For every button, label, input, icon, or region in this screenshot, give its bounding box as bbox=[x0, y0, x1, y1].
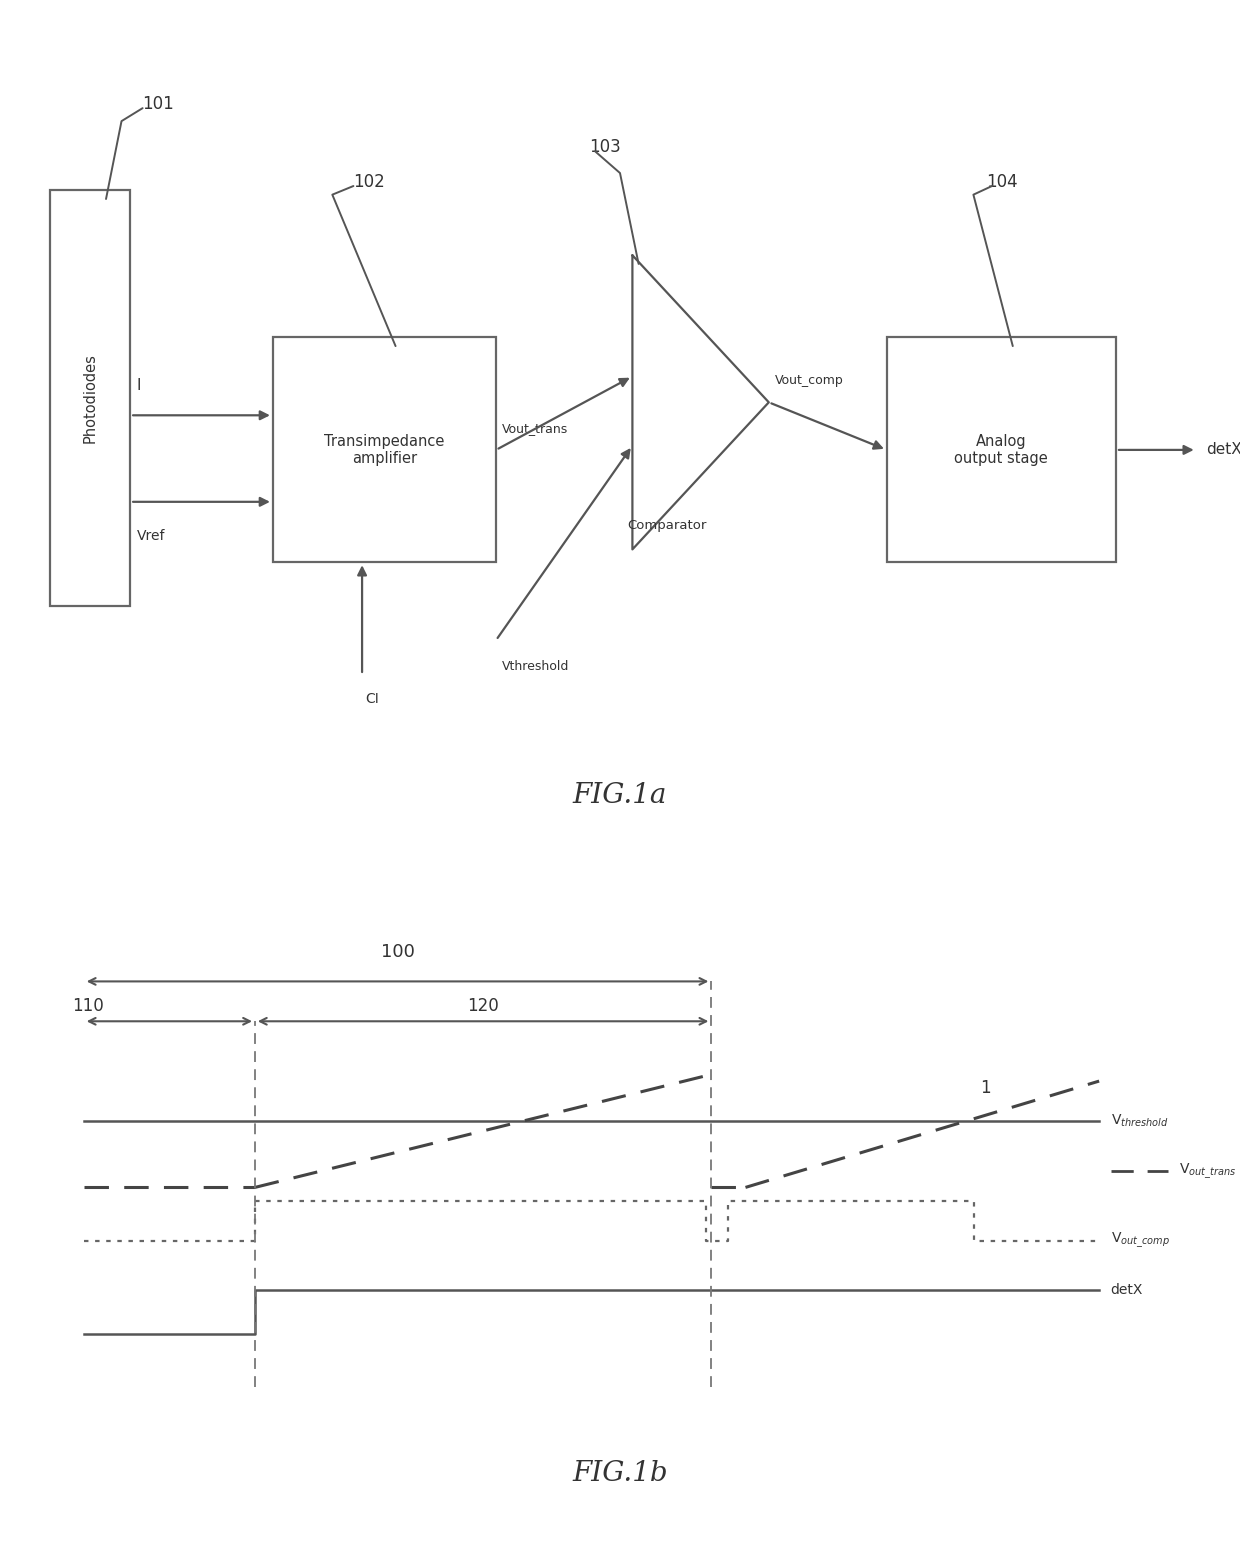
FancyBboxPatch shape bbox=[887, 337, 1116, 562]
Text: 103: 103 bbox=[589, 138, 621, 156]
Text: Analog
output stage: Analog output stage bbox=[955, 434, 1048, 467]
Text: detX: detX bbox=[1207, 442, 1240, 457]
Text: 1: 1 bbox=[980, 1078, 991, 1097]
Text: V$_{out\_trans}$: V$_{out\_trans}$ bbox=[1179, 1162, 1236, 1180]
Text: 101: 101 bbox=[143, 94, 175, 113]
FancyBboxPatch shape bbox=[50, 190, 130, 606]
Text: V$_{threshold}$: V$_{threshold}$ bbox=[1111, 1112, 1168, 1129]
Text: Vthreshold: Vthreshold bbox=[502, 660, 569, 672]
Text: 102: 102 bbox=[353, 173, 386, 190]
Text: Photodiodes: Photodiodes bbox=[82, 354, 98, 443]
FancyBboxPatch shape bbox=[273, 337, 496, 562]
Text: 120: 120 bbox=[467, 997, 498, 1015]
Text: CI: CI bbox=[365, 692, 379, 706]
Text: V$_{out\_comp}$: V$_{out\_comp}$ bbox=[1111, 1231, 1169, 1250]
Text: Comparator: Comparator bbox=[626, 519, 707, 531]
Text: Vout_comp: Vout_comp bbox=[775, 374, 843, 388]
Text: Transimpedance
amplifier: Transimpedance amplifier bbox=[324, 434, 445, 467]
Text: 104: 104 bbox=[986, 173, 1018, 190]
Text: Vref: Vref bbox=[136, 530, 165, 544]
Text: I: I bbox=[136, 377, 141, 392]
Text: FIG.1b: FIG.1b bbox=[572, 1460, 668, 1486]
Text: 110: 110 bbox=[72, 997, 104, 1015]
Text: detX: detX bbox=[1111, 1284, 1143, 1298]
Text: 100: 100 bbox=[381, 944, 414, 961]
Text: FIG.1a: FIG.1a bbox=[573, 782, 667, 810]
Text: Vout_trans: Vout_trans bbox=[502, 422, 568, 434]
